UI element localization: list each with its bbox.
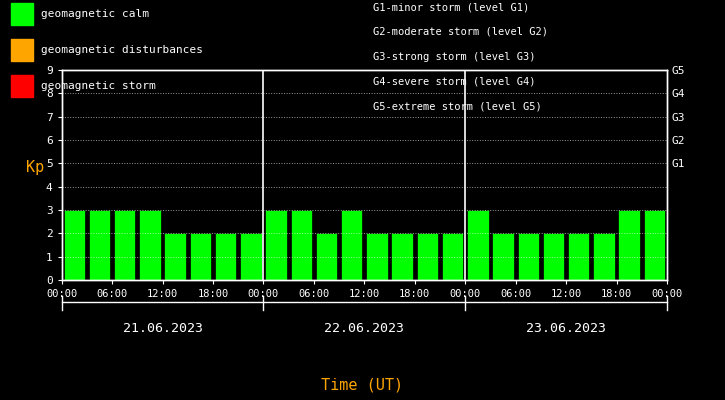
Bar [568, 233, 589, 280]
Bar [366, 233, 388, 280]
Bar [88, 210, 110, 280]
Y-axis label: Kp: Kp [25, 160, 44, 175]
Bar [240, 233, 262, 280]
Text: G3-strong storm (level G3): G3-strong storm (level G3) [373, 52, 536, 62]
Text: G2-moderate storm (level G2): G2-moderate storm (level G2) [373, 27, 548, 37]
Bar [442, 233, 463, 280]
Bar [291, 210, 312, 280]
Text: Time (UT): Time (UT) [321, 377, 404, 392]
Bar [190, 233, 211, 280]
Text: geomagnetic calm: geomagnetic calm [41, 9, 149, 19]
Bar [215, 233, 236, 280]
Text: 21.06.2023: 21.06.2023 [123, 322, 202, 335]
Bar [518, 233, 539, 280]
Text: G5-extreme storm (level G5): G5-extreme storm (level G5) [373, 101, 542, 111]
Bar [139, 210, 161, 280]
Text: 22.06.2023: 22.06.2023 [324, 322, 405, 335]
Text: 23.06.2023: 23.06.2023 [526, 322, 606, 335]
Bar [165, 233, 186, 280]
Bar [593, 233, 615, 280]
Bar [341, 210, 362, 280]
Bar [467, 210, 489, 280]
Bar [392, 233, 413, 280]
Bar [644, 210, 665, 280]
Text: G4-severe storm (level G4): G4-severe storm (level G4) [373, 76, 536, 86]
Bar [618, 210, 640, 280]
Bar [417, 233, 438, 280]
Bar [543, 233, 564, 280]
Bar [316, 233, 337, 280]
Bar [114, 210, 136, 280]
Bar [64, 210, 85, 280]
Text: geomagnetic disturbances: geomagnetic disturbances [41, 45, 203, 55]
Text: geomagnetic storm: geomagnetic storm [41, 81, 156, 91]
Text: G1-minor storm (level G1): G1-minor storm (level G1) [373, 2, 530, 12]
Bar [492, 233, 514, 280]
Bar [265, 210, 287, 280]
